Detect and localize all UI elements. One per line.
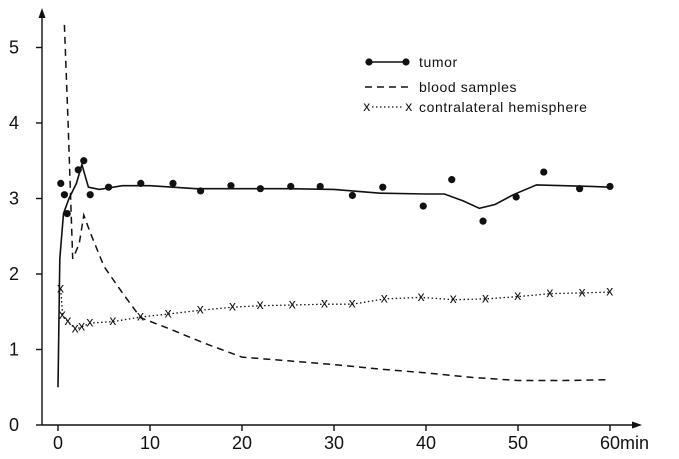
tumor-point — [197, 187, 205, 195]
contralateral-point: x — [289, 295, 297, 311]
contralateral-point: x — [64, 312, 72, 328]
tumor-point — [316, 182, 324, 191]
contralateral-point: x — [450, 290, 458, 306]
contralateral-point: x — [229, 298, 237, 314]
tumor-point — [576, 185, 584, 193]
legend-blood-samples-label: blood samples — [419, 79, 517, 95]
contralateral-point: x — [546, 284, 554, 300]
legend: tumor blood samples x x contralateral hemisp… — [363, 54, 587, 115]
contralateral-point: x — [482, 289, 490, 305]
tumor-point — [540, 168, 548, 176]
y-tick-label: 5 — [9, 38, 19, 58]
x-tick-label: 0 — [53, 433, 63, 453]
tumor-point — [348, 191, 356, 200]
series-layer: xxx xx x x x x x x x x x x x x x x x x x x — [57, 24, 614, 388]
x-tick-label: 60 — [600, 433, 620, 453]
x-axis-unit-label: min — [620, 433, 649, 453]
y-axis-arrow — [38, 8, 46, 18]
legend-tumor-swatch-point — [402, 58, 410, 66]
tumor-point — [74, 166, 82, 174]
contralateral-point: x — [514, 287, 522, 303]
tumor-point — [80, 157, 88, 165]
contralateral-point: x — [197, 301, 205, 317]
tumor-point — [419, 202, 427, 210]
tumor-line — [57, 161, 611, 388]
tumor-point — [287, 182, 295, 191]
x-tick-label: 40 — [416, 433, 436, 453]
y-tick-label: 1 — [9, 340, 19, 360]
x-axis-arrow — [632, 421, 642, 429]
contralateral-point: x — [109, 312, 117, 328]
tumor-point — [137, 179, 145, 187]
contralateral-point: x — [349, 295, 357, 311]
tumor-point — [60, 191, 69, 199]
contralateral-point: x — [57, 280, 65, 296]
legend-contralateral-label: contralateral hemisphere — [419, 99, 587, 115]
contralateral-point: x — [606, 283, 614, 299]
contralateral-point: x — [165, 305, 173, 321]
tumor-point — [512, 193, 520, 201]
legend-tumor-swatch-point — [365, 58, 373, 66]
legend-tumor-label: tumor — [419, 54, 458, 70]
contralateral-point: x — [579, 283, 587, 299]
contralateral-point: x — [72, 320, 80, 336]
x-tick-label: 30 — [324, 433, 344, 453]
tumor-point — [448, 176, 456, 184]
contralateral-point: x — [418, 288, 426, 304]
tumor-point — [169, 179, 177, 187]
blood-samples-line — [63, 24, 611, 382]
contralateral-point: x — [59, 306, 67, 322]
contralateral-point: x — [321, 295, 329, 311]
y-tick-label: 4 — [9, 113, 19, 133]
y-tick-label: 0 — [9, 415, 19, 435]
contralateral-point: x — [78, 317, 86, 333]
tumor-point — [379, 183, 387, 191]
tumor-point — [105, 183, 113, 191]
y-tick-label: 2 — [9, 264, 19, 284]
contralateral-line — [60, 289, 611, 330]
tumor-point — [479, 217, 487, 225]
contralateral-point: x — [257, 296, 265, 312]
legend-contralateral-swatch-mark: x — [363, 98, 371, 114]
x-tick-label: 10 — [140, 433, 160, 453]
tumor-point — [227, 182, 235, 190]
x-tick-label: 50 — [508, 433, 528, 453]
contralateral-point: x — [137, 308, 145, 324]
y-tick-label: 3 — [9, 189, 19, 209]
tumor-point — [86, 191, 94, 199]
x-tick-label: 20 — [232, 433, 252, 453]
legend-contralateral-swatch-mark: x — [405, 98, 413, 114]
tumor-point — [606, 182, 614, 191]
contralateral-point: x — [86, 314, 94, 330]
contralateral-point: x — [381, 289, 389, 305]
tumor-point — [256, 185, 264, 193]
tumor-point — [63, 210, 71, 218]
tumor-point — [57, 179, 65, 187]
